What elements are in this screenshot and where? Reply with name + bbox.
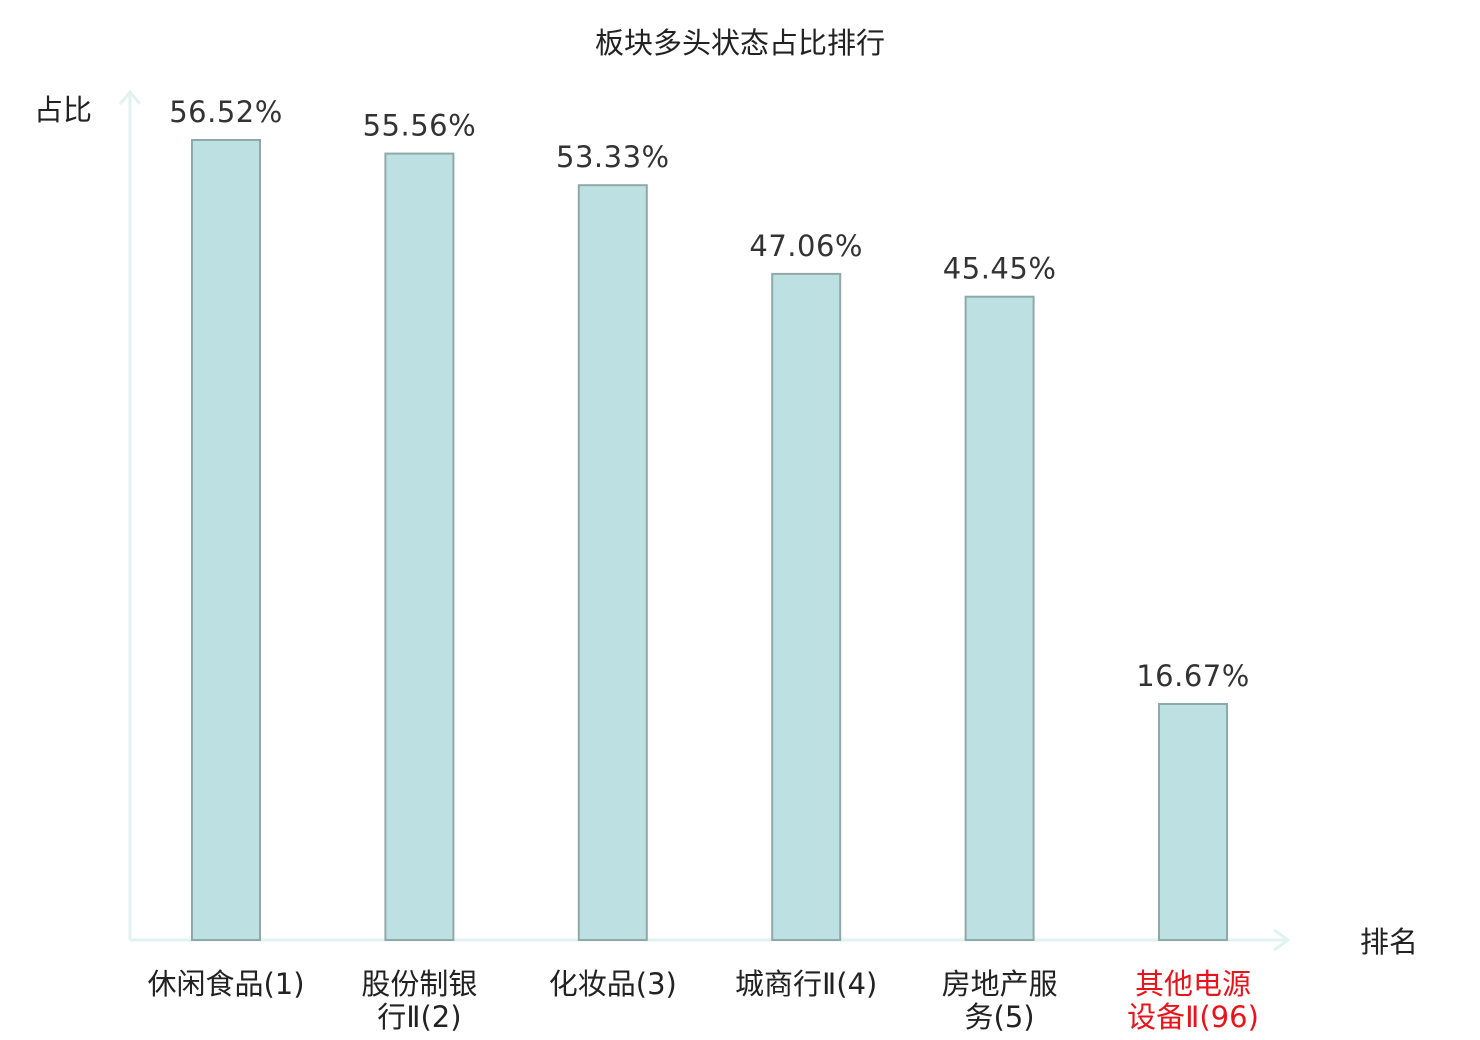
bar bbox=[771, 272, 842, 941]
x-axis bbox=[130, 928, 1291, 952]
category-label: 务(5) bbox=[965, 1000, 1035, 1034]
value-labels: 56.52% 55.56% 53.33% 47.06% 45.45% 16.67% bbox=[169, 95, 1250, 693]
y-axis-label: 占比 bbox=[34, 93, 92, 127]
data-label: 53.33% bbox=[556, 140, 670, 174]
category-label: 城商行Ⅱ(4) bbox=[735, 967, 877, 1001]
data-label: 47.06% bbox=[749, 229, 863, 263]
category-label: 休闲食品(1) bbox=[147, 967, 304, 1001]
data-label: 56.52% bbox=[169, 95, 283, 129]
category-label: 化妆品(3) bbox=[549, 967, 677, 1001]
data-label: 45.45% bbox=[943, 252, 1057, 286]
category-label: 股份制银 bbox=[361, 967, 477, 1001]
category-label: 房地产服 bbox=[942, 967, 1058, 1001]
bars bbox=[191, 139, 1228, 942]
category-label: 其他电源 bbox=[1135, 967, 1251, 1001]
x-axis-label: 排名 bbox=[1360, 925, 1418, 959]
bar bbox=[384, 152, 455, 942]
bar bbox=[964, 295, 1035, 941]
data-label: 16.67% bbox=[1136, 659, 1250, 693]
y-axis bbox=[118, 89, 142, 940]
chart-title: 板块多头状态占比排行 bbox=[595, 26, 885, 60]
bar bbox=[577, 184, 648, 941]
category-label: 设备Ⅱ(96) bbox=[1127, 1000, 1259, 1034]
bar bbox=[1158, 703, 1228, 941]
category-label: 行Ⅱ(2) bbox=[377, 1000, 461, 1034]
bar bbox=[191, 139, 261, 941]
data-label: 55.56% bbox=[363, 109, 477, 143]
